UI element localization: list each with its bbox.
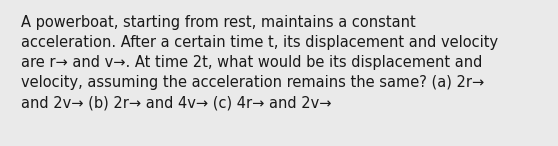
Text: and 2v→ (b) 2r→ and 4v→ (c) 4r→ and 2v→: and 2v→ (b) 2r→ and 4v→ (c) 4r→ and 2v→ — [21, 95, 331, 110]
Text: acceleration. After a certain time t, its displacement and velocity: acceleration. After a certain time t, it… — [21, 35, 498, 50]
Text: A powerboat, starting from rest, maintains a constant: A powerboat, starting from rest, maintai… — [21, 15, 416, 30]
Text: velocity, assuming the acceleration remains the same? (a) 2r→: velocity, assuming the acceleration rema… — [21, 75, 484, 90]
Text: are r→ and v→. At time 2t, what would be its displacement and: are r→ and v→. At time 2t, what would be… — [21, 55, 483, 70]
